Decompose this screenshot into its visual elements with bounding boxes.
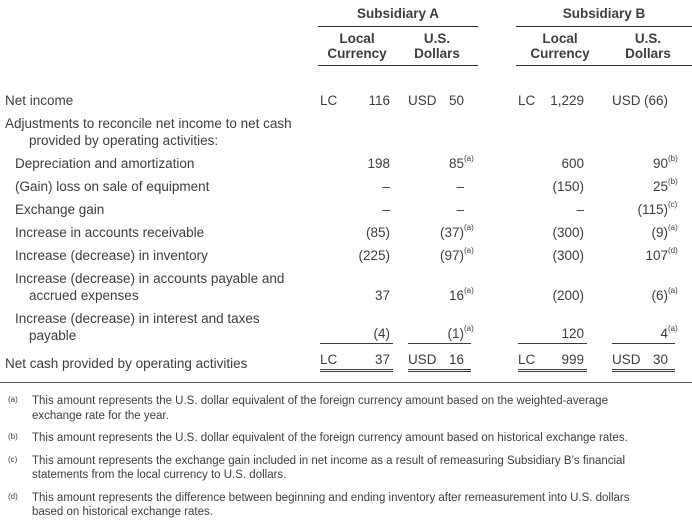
cell-suba-usd: – (456, 202, 464, 217)
cell-suba-usd: (97) (a) (439, 246, 474, 264)
footnote-a: (a) This amount represents the U.S. doll… (8, 394, 682, 423)
cell-suba-local: LC 37 (318, 347, 396, 375)
footnote-text: This amount represents the U.S. dollar e… (32, 432, 628, 444)
cell-suba-local: – (382, 202, 390, 217)
footnote-text: This amount represents the U.S. dollar e… (32, 395, 608, 422)
footnote-text: This amount represents the exchange gain… (32, 454, 626, 482)
cell-suba-usd: USD 16 (396, 347, 478, 375)
table-row-interest-taxes-payable: Increase (decrease) in interest and taxe… (0, 307, 692, 347)
cell-subb-local: (150) (552, 179, 584, 194)
cell-subb-local: (200) (552, 288, 584, 303)
row-label: Increase (decrease) in inventory (15, 248, 208, 263)
footnotes-section: (a) This amount represents the U.S. doll… (0, 383, 692, 520)
cell-suba-usd: – (456, 179, 464, 194)
row-label: Increase in accounts receivable (15, 225, 205, 240)
suba-local-currency-header: Local Currency (318, 26, 396, 66)
footnote-marker: (a) (8, 395, 18, 404)
cell-suba-usd: USD 50 (408, 93, 464, 108)
cell-subb-local: LC 999 (516, 347, 604, 375)
subsidiary-a-header: Subsidiary A (318, 5, 478, 27)
cell-subb-local: (300) (552, 248, 584, 263)
footnote-marker: (b) (8, 432, 18, 441)
group-header-row: Subsidiary A Subsidiary B (0, 5, 692, 27)
subb-local-currency-header: Local Currency (516, 26, 604, 66)
table-row-accounts-receivable: Increase in accounts receivable (85) (37… (0, 221, 692, 244)
footnote-c: (c) This amount represents the exchange … (8, 454, 682, 483)
cell-subb-local: (300) (552, 225, 584, 240)
footnote-d: (d) This amount represents the differenc… (8, 491, 682, 520)
row-label: Net cash provided by operating activitie… (5, 356, 248, 371)
cell-suba-usd: 16 (a) (448, 286, 474, 304)
cell-suba-usd: (1) (a) (396, 307, 478, 347)
footnote-marker: (c) (8, 454, 18, 464)
footnote-divider (0, 382, 692, 383)
cell-suba-local: 37 (374, 288, 390, 303)
table-row-exchange-gain: Exchange gain – – – (115) (c) (0, 198, 692, 221)
cell-suba-local: (85) (365, 225, 390, 240)
cell-subb-local: 600 (561, 156, 584, 171)
cell-subb-usd: (6) (a) (651, 286, 678, 304)
row-label: Net income (5, 93, 74, 108)
cell-subb-usd: (9) (a) (651, 223, 678, 241)
cell-subb-local: 120 (516, 307, 604, 347)
row-label: Increase (decrease) in accounts payable … (15, 271, 285, 303)
cell-subb-usd: 90 (b) (652, 154, 678, 172)
row-label: (Gain) loss on sale of equipment (15, 179, 210, 194)
cell-subb-usd: USD (66) (612, 93, 668, 108)
table-row-inventory: Increase (decrease) in inventory (225) (… (0, 244, 692, 267)
reconciliation-table: Subsidiary A Subsidiary B Local Currency… (0, 5, 692, 375)
cell-subb-usd: USD 30 (604, 347, 692, 375)
page: { "table": { "groups": { "a": "Subsidiar… (0, 5, 692, 528)
footnote-marker: (d) (8, 491, 18, 501)
cell-subb-usd: 25 (b) (652, 177, 678, 195)
cell-subb-local: LC 1,229 (518, 93, 584, 108)
row-label: Depreciation and amortization (15, 156, 195, 171)
table-row-accounts-payable: Increase (decrease) in accounts payable … (0, 267, 692, 307)
cell-suba-local: (225) (358, 248, 390, 263)
cell-subb-usd: 107 (d) (645, 246, 678, 264)
cell-subb-usd: (115) (c) (637, 200, 678, 218)
label-column-header (0, 5, 318, 27)
cell-suba-local: 198 (367, 156, 390, 171)
cell-subb-local: – (576, 202, 584, 217)
table-row-gain-loss-equipment: (Gain) loss on sale of equipment – – (15… (0, 175, 692, 198)
table-row-depreciation: Depreciation and amortization 198 85 (a) … (0, 152, 692, 175)
cell-suba-local: LC 116 (320, 93, 390, 108)
row-label: Adjustments to reconcile net income to n… (5, 116, 292, 148)
column-gap (478, 5, 516, 27)
table-row-adjustments-caption: Adjustments to reconcile net income to n… (0, 112, 692, 152)
cell-suba-local: (4) (318, 307, 396, 347)
cell-suba-local: – (382, 179, 390, 194)
currency-header-row: Local Currency U.S. Dollars Local Curren… (0, 26, 692, 66)
footnote-text: This amount represents the difference be… (32, 491, 630, 519)
row-label: Exchange gain (15, 202, 105, 217)
cell-suba-usd: 85 (a) (448, 154, 474, 172)
subsidiary-b-header: Subsidiary B (516, 5, 692, 27)
column-gap (478, 27, 516, 66)
cell-suba-usd: (37) (a) (439, 223, 474, 241)
cell-subb-usd: 4 (a) (604, 307, 692, 347)
suba-us-dollars-header: U.S. Dollars (396, 26, 478, 66)
row-label: Increase (decrease) in interest and taxe… (15, 311, 260, 343)
table-row-net-cash: Net cash provided by operating activitie… (0, 347, 692, 375)
table-row-net-income: Net income LC 116 USD 50 LC 1,229 USD (66) (0, 89, 692, 112)
subb-us-dollars-header: U.S. Dollars (604, 26, 692, 66)
footnote-b: (b) This amount represents the U.S. doll… (8, 431, 682, 446)
